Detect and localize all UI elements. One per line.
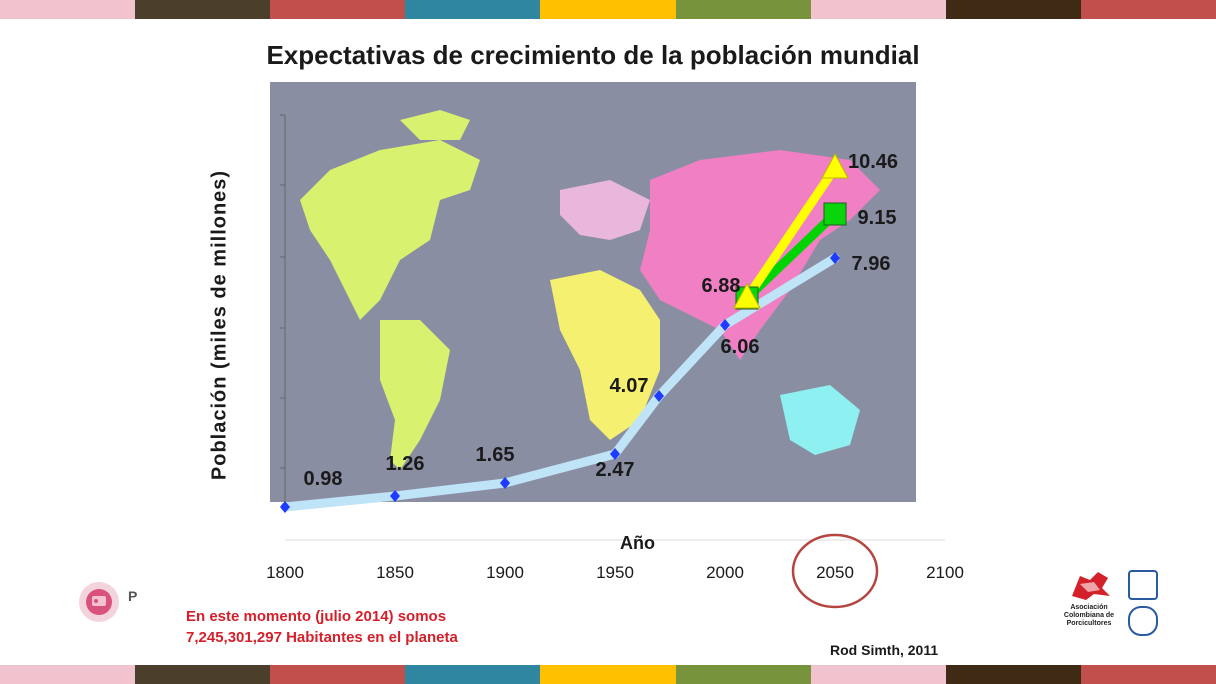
data-label: 6.06	[721, 336, 760, 358]
stripe-segment	[0, 0, 136, 19]
diamond-point	[610, 448, 620, 460]
data-label: 7.96	[852, 253, 891, 275]
y-axis-label: Población (miles de millones)	[208, 169, 231, 481]
x-axis-label: Año	[620, 533, 655, 553]
data-labels: 0.98 1.26 1.65 2.47 4.07 6.06 7.96 6.88 9.15 10.4…	[304, 151, 899, 490]
europe-shape	[560, 180, 650, 240]
asociacion-logo-text: Asociación Colombiana de Porcicultores	[1063, 604, 1115, 627]
diamond-point	[280, 501, 290, 513]
data-label: 9.15	[858, 207, 897, 229]
stripe-segment	[810, 665, 946, 684]
stripe-segment	[405, 0, 541, 19]
population-note: En este momento (julio 2014) somos 7,245…	[186, 606, 458, 648]
series	[280, 152, 849, 513]
asociacion-logo: Asociación Colombiana de Porcicultores	[1050, 566, 1160, 636]
high-projection-line	[743, 165, 839, 301]
australia-shape	[780, 385, 860, 455]
stripe-segment	[675, 0, 811, 19]
triangle-point	[733, 282, 761, 309]
data-label: 1.65	[476, 444, 515, 466]
x-tick-label: 2000	[706, 563, 744, 582]
stripe-segment	[810, 0, 946, 19]
top-color-stripe	[0, 0, 1216, 19]
diamond-point	[720, 319, 730, 331]
square-point	[823, 202, 847, 226]
left-logo-icon	[79, 582, 119, 622]
diamond-point	[390, 490, 400, 502]
chart-title: Expectativas de crecimiento de la poblac…	[266, 40, 920, 70]
greenland-shape	[400, 110, 470, 140]
data-label: 2.47	[596, 459, 635, 481]
stripe-segment	[270, 0, 406, 19]
stripe-segment	[0, 665, 136, 684]
stripe-segment	[135, 0, 271, 19]
note-line-2: 7,245,301,297 Habitantes en el planeta	[186, 629, 458, 646]
north-america-shape	[300, 140, 480, 320]
x-tick-label: 2100	[926, 563, 964, 582]
stripe-segment	[1080, 665, 1216, 684]
stripe-segment	[270, 665, 406, 684]
x-tick-label: 1850	[376, 563, 414, 582]
stripe-segment	[945, 0, 1081, 19]
data-label: 6.88	[702, 275, 741, 297]
stripe-segment	[675, 665, 811, 684]
stripe-segment	[405, 665, 541, 684]
diamond-point	[654, 390, 664, 402]
x-tick-label: 1900	[486, 563, 524, 582]
stripe-segment	[1080, 0, 1216, 19]
stripe-segment	[540, 665, 676, 684]
africa-shape	[550, 270, 660, 440]
stripe-segment	[135, 665, 271, 684]
south-america-shape	[380, 320, 450, 470]
highlight-2050-circle	[791, 533, 879, 609]
world-map-background	[270, 82, 916, 502]
diamond-point	[830, 252, 840, 264]
data-label: 4.07	[610, 375, 649, 397]
diamond-point	[500, 477, 510, 489]
left-logo-text: P	[128, 588, 138, 604]
x-tick-label: 1950	[596, 563, 634, 582]
axes: 1800 1850 1900 1950 2000 2050 2100	[266, 114, 964, 609]
x-tick-label: 2050	[816, 563, 854, 582]
data-label: 0.98	[304, 468, 343, 490]
data-label: 1.26	[386, 453, 425, 475]
data-label: 10.46	[848, 151, 898, 173]
triangle-point	[821, 152, 849, 179]
certification-seal-icon	[1128, 606, 1158, 636]
note-line-1: En este momento (julio 2014) somos	[186, 608, 447, 625]
stripe-segment	[945, 665, 1081, 684]
certification-badge-icon	[1128, 570, 1158, 600]
asia-shape	[640, 150, 880, 360]
bottom-color-stripe	[0, 665, 1216, 684]
stripe-segment	[540, 0, 676, 19]
source-credit: Rod Simth, 2011	[830, 642, 939, 658]
pig-logo-icon	[1072, 572, 1110, 600]
x-tick-label: 1800	[266, 563, 304, 582]
